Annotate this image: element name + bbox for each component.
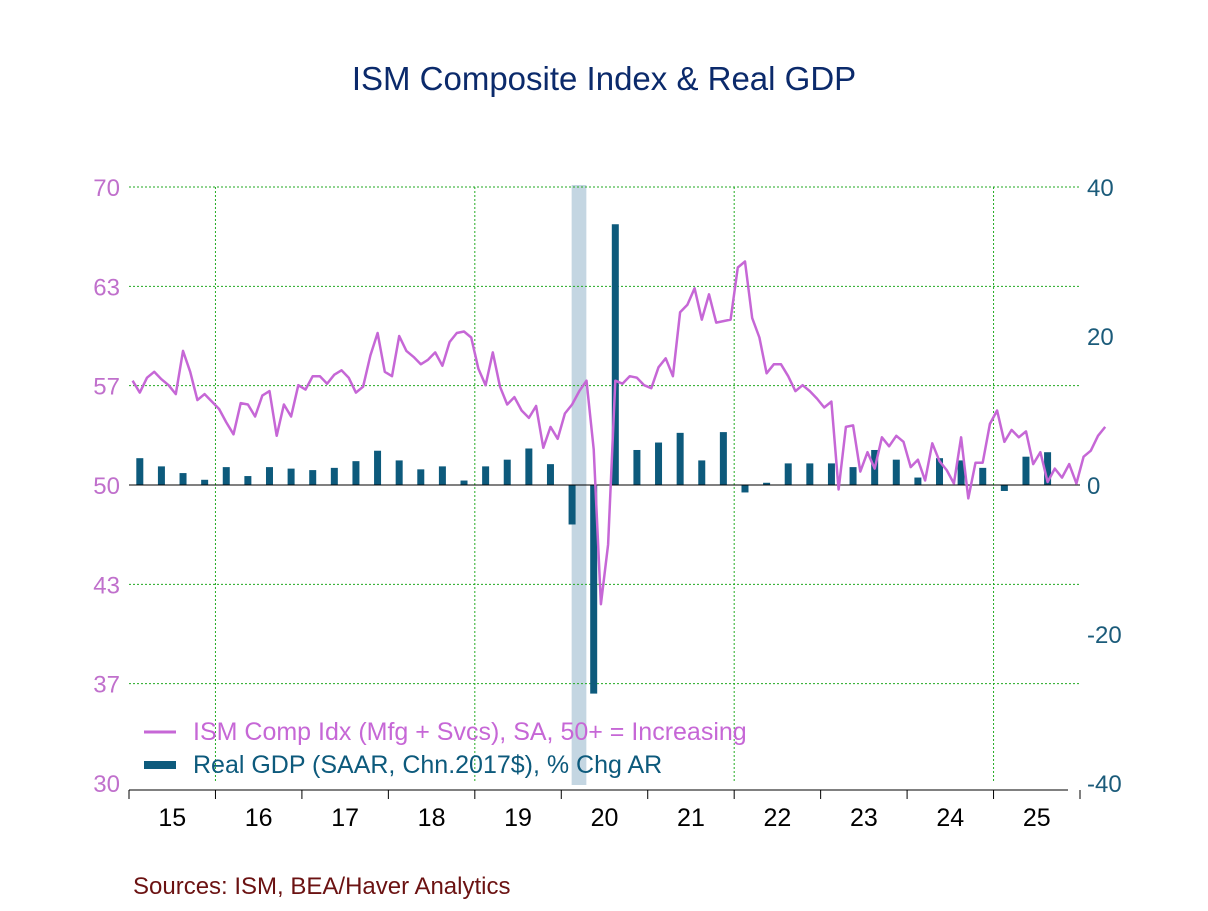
x-tick-label: 23 bbox=[850, 804, 878, 832]
gdp-bar bbox=[395, 460, 403, 485]
x-tick-label: 18 bbox=[418, 804, 446, 832]
left-tick-label: 63 bbox=[93, 274, 120, 301]
right-tick-label: -20 bbox=[1087, 622, 1122, 649]
gdp-bar bbox=[287, 468, 295, 485]
x-tick-label: 15 bbox=[158, 804, 186, 832]
gdp-bar bbox=[179, 473, 187, 485]
x-tick-label: 22 bbox=[764, 804, 792, 832]
gdp-bar bbox=[568, 485, 576, 525]
gdp-bar bbox=[309, 470, 317, 485]
left-tick-label: 57 bbox=[93, 374, 120, 401]
gdp-bar bbox=[611, 224, 619, 485]
x-tick-label: 19 bbox=[504, 804, 532, 832]
gdp-bar bbox=[676, 432, 684, 485]
gdp-bar bbox=[201, 479, 209, 485]
gdp-bar bbox=[763, 482, 771, 485]
gdp-bar bbox=[136, 458, 144, 485]
left-tick-label: 43 bbox=[93, 572, 120, 599]
gdp-bar bbox=[806, 463, 814, 485]
legend-ism-label: ISM Comp Idx (Mfg + Svcs), SA, 50+ = Inc… bbox=[193, 718, 747, 746]
x-tick-label: 16 bbox=[245, 804, 273, 832]
left-tick-label: 70 bbox=[93, 175, 120, 202]
gdp-bar bbox=[417, 469, 425, 485]
gdp-bar bbox=[482, 466, 490, 485]
legend-bar-swatch bbox=[144, 761, 176, 769]
gdp-bar bbox=[265, 467, 273, 485]
gdp-bar bbox=[438, 466, 446, 485]
gdp-bar bbox=[979, 467, 987, 485]
gdp-bar bbox=[546, 464, 554, 485]
x-tick-label: 24 bbox=[936, 804, 964, 832]
gdp-bar bbox=[827, 463, 835, 485]
gdp-bar bbox=[936, 458, 944, 485]
gdp-bar bbox=[698, 460, 706, 485]
left-tick-label: 30 bbox=[93, 771, 120, 798]
gdp-bar bbox=[849, 467, 857, 485]
x-tick-label: 25 bbox=[1023, 804, 1051, 832]
left-tick-label: 50 bbox=[93, 473, 120, 500]
right-tick-label: -40 bbox=[1087, 771, 1122, 798]
gdp-bar bbox=[957, 460, 965, 485]
gdp-bar bbox=[330, 467, 338, 485]
x-tick-label: 21 bbox=[677, 804, 705, 832]
x-tick-label: 17 bbox=[331, 804, 359, 832]
gdp-bar bbox=[244, 476, 252, 485]
gdp-bar bbox=[374, 450, 382, 485]
gdp-bar bbox=[655, 442, 663, 485]
legend: ISM Comp Idx (Mfg + Svcs), SA, 50+ = Inc… bbox=[144, 718, 747, 779]
gdp-bar bbox=[352, 461, 360, 485]
gdp-bar bbox=[460, 480, 468, 485]
gdp-bar bbox=[892, 459, 900, 485]
x-tick-label: 20 bbox=[591, 804, 619, 832]
gdp-bar bbox=[525, 448, 533, 485]
gdp-bar bbox=[719, 432, 727, 485]
gdp-bar bbox=[633, 449, 641, 485]
gdp-bar bbox=[914, 477, 922, 485]
chart-title: ISM Composite Index & Real GDP bbox=[352, 60, 856, 97]
gdp-bar bbox=[1000, 485, 1008, 491]
axes: 70 63 57 50 43 37 30 40 20 0 -20 -40 15 16 17 18 19 20 21 2… bbox=[93, 175, 1121, 832]
gdp-bar bbox=[1022, 456, 1030, 485]
gdp-bar bbox=[784, 463, 792, 485]
legend-gdp-label: Real GDP (SAAR, Chn.2017$), % Chg AR bbox=[193, 751, 662, 779]
gdp-bar bbox=[590, 485, 598, 694]
source-note: Sources: ISM, BEA/Haver Analytics bbox=[133, 873, 510, 900]
gdp-bar bbox=[741, 485, 749, 493]
right-tick-label: 40 bbox=[1087, 175, 1114, 202]
ism-line-layer bbox=[131, 260, 1107, 606]
right-tick-label: 20 bbox=[1087, 324, 1114, 351]
gdp-bar bbox=[157, 466, 165, 485]
ism-line bbox=[131, 260, 1107, 606]
gdp-bar bbox=[503, 459, 511, 485]
left-tick-label: 37 bbox=[93, 672, 120, 699]
gdp-bar bbox=[1044, 452, 1052, 485]
gdp-bar bbox=[222, 467, 230, 485]
right-tick-label: 0 bbox=[1087, 473, 1100, 500]
